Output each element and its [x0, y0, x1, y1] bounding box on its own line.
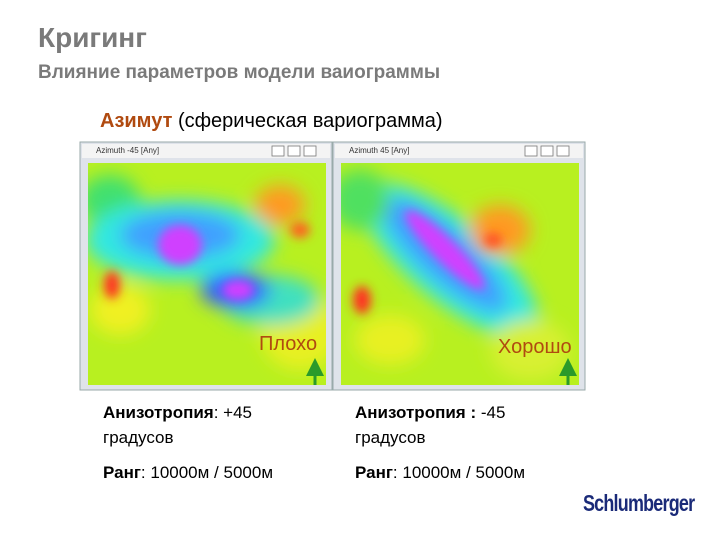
window-title: Azimuth -45 [Any] [96, 146, 159, 155]
window-title: Azimuth 45 [Any] [349, 146, 409, 155]
range: Ранг: 10000м / 5000м [103, 460, 273, 485]
unit: градусов [355, 428, 426, 447]
value: : +45 [213, 403, 253, 422]
close[interactable] [303, 145, 317, 157]
title: Кригинг [38, 22, 147, 53]
subtitle: Влияние параметров модели ваиограммы [38, 62, 441, 83]
label: Анизотропия [103, 403, 214, 422]
maximize[interactable] [287, 145, 301, 157]
verdict: Хорошо [498, 336, 572, 358]
caption-text: (сферическая вариограмма) [177, 110, 443, 132]
unit: градусов [103, 428, 174, 447]
close[interactable] [556, 145, 570, 157]
minimize[interactable] [524, 145, 538, 157]
range: Ранг: 10000м / 5000м [355, 460, 525, 485]
caption-keyword: Азимут [100, 110, 173, 132]
title-bar [335, 144, 583, 158]
maximize[interactable] [540, 145, 554, 157]
anisotropy: Анизотропия: +45 градусов [103, 400, 252, 450]
minimize[interactable] [271, 145, 285, 157]
heatmap [341, 163, 579, 385]
label: Анизотропия : [355, 403, 477, 422]
logo: Schlumberger [583, 490, 695, 516]
verdict: Плохо [259, 333, 318, 355]
title-bar [82, 144, 330, 158]
anisotropy: Анизотропия : -45 градусов [355, 400, 505, 450]
label: Ранг [355, 463, 393, 482]
value: -45 [480, 403, 506, 422]
heatmap [88, 163, 326, 385]
label: Ранг [103, 463, 141, 482]
caption: Азимут (сферическая вариограмма) [100, 110, 442, 133]
value: : 10000м / 5000м [392, 463, 526, 482]
value: : 10000м / 5000м [140, 463, 274, 482]
